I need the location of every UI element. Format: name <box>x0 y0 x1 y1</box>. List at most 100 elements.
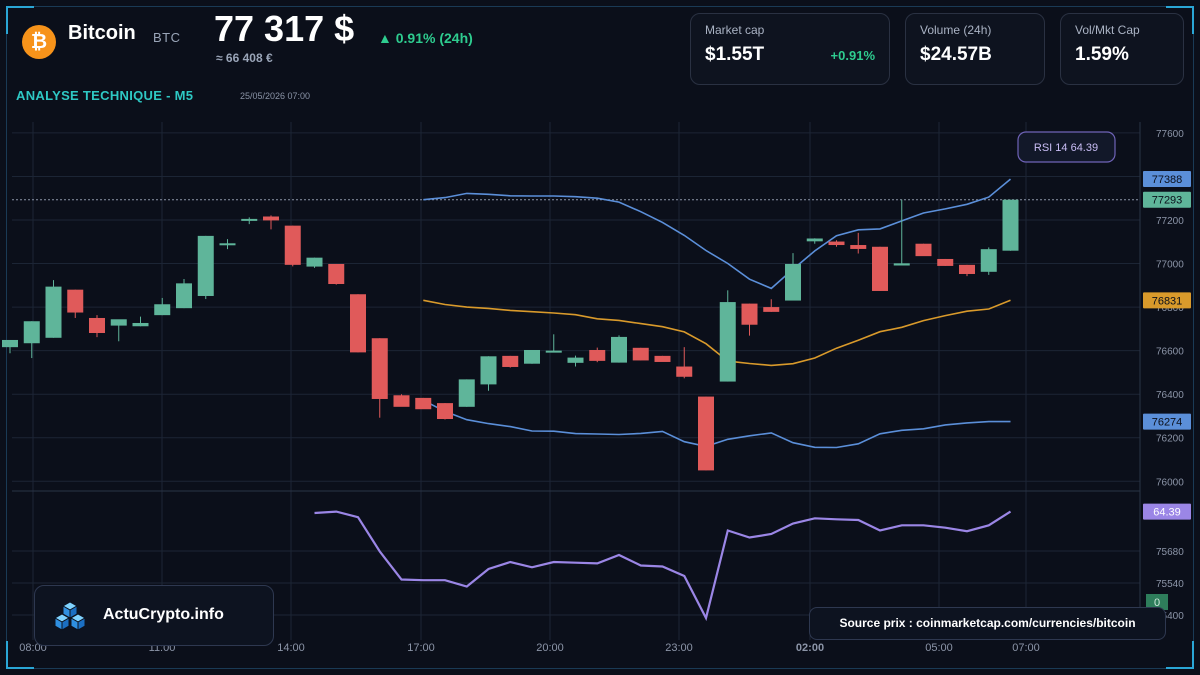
candle-up <box>306 257 323 267</box>
candle-down <box>263 216 279 221</box>
current-price-badge: 77293 <box>1152 195 1183 207</box>
rsi-pill-bg <box>1017 131 1116 163</box>
candle-up <box>197 235 214 296</box>
current-price: 77 317 $ <box>214 8 355 49</box>
frame-corner-bottom-left <box>6 641 34 669</box>
price-eur: ≈ 66 408 € <box>216 51 273 65</box>
x-tick-label: 20:00 <box>536 642 564 654</box>
candle-down <box>959 264 975 274</box>
bollinger-middle-badge-bg <box>1143 292 1191 309</box>
market-cap-card: Market cap $1.55T +0.91% <box>690 13 890 85</box>
y-tick-label: 77600 <box>1156 129 1184 140</box>
vol-mkt-cap-card: Vol/Mkt Cap 1.59% <box>1060 13 1184 85</box>
candle-up <box>1002 199 1019 251</box>
candle-down <box>89 317 105 334</box>
candle-up <box>458 379 475 407</box>
y-tick-label: 76200 <box>1156 434 1184 445</box>
candle-up <box>110 319 127 326</box>
frame-corner-top-right <box>1166 6 1194 34</box>
rsi-tick-label: 75540 <box>1156 579 1184 590</box>
rsi-tick-label: 75680 <box>1156 547 1184 558</box>
candle-down <box>676 366 693 377</box>
rsi-zero-badge: 0 <box>1154 597 1160 609</box>
rsi-zero-badge-bg <box>1146 594 1168 610</box>
x-tick-label: 14:00 <box>277 642 305 654</box>
candle-down <box>763 307 780 312</box>
candle-down <box>654 355 671 362</box>
coin-name: Bitcoin <box>68 22 136 44</box>
current-price-badge-bg <box>1143 191 1191 208</box>
candle-down <box>741 303 758 325</box>
y-tick-label: 77200 <box>1156 216 1184 227</box>
candle-up <box>785 263 801 301</box>
bollinger-middle-badge: 76831 <box>1152 295 1183 307</box>
stat-label: Vol/Mkt Cap <box>1075 23 1140 37</box>
x-tick-label: 07:00 <box>1012 642 1040 654</box>
candle-up <box>219 243 236 246</box>
candle-down <box>284 225 301 265</box>
y-tick-label: 76600 <box>1156 347 1184 358</box>
candle-up <box>480 356 497 385</box>
y-tick-label: 76400 <box>1156 390 1184 401</box>
candle-up <box>611 336 627 363</box>
price-change-24h: ▲ 0.91% (24h) <box>378 30 473 46</box>
coin-ticker: BTC <box>153 30 181 45</box>
stat-label: Market cap <box>705 23 765 37</box>
bollinger-middle-line <box>423 299 1011 367</box>
candle-down <box>502 355 519 367</box>
frame-corner-bottom-right <box>1166 641 1194 669</box>
candle-up <box>893 263 910 266</box>
rsi-line <box>314 510 1012 622</box>
candle-up <box>980 249 997 272</box>
candle-down <box>589 349 606 361</box>
y-tick-label: 76000 <box>1156 477 1184 488</box>
bollinger-upper-badge-bg <box>1143 171 1191 188</box>
candle-up <box>241 218 258 221</box>
price-source[interactable]: Source prix : coinmarketcap.com/currenci… <box>809 607 1166 640</box>
candle-down <box>937 258 954 266</box>
cubes-logo-icon <box>53 601 87 631</box>
rsi-pill-label: RSI 14 64.39 <box>1034 142 1098 154</box>
x-tick-label: 05:00 <box>925 642 953 654</box>
candle-up <box>132 322 149 327</box>
x-tick-label: 17:00 <box>407 642 435 654</box>
candle-up <box>719 302 736 382</box>
stat-value: $1.55T <box>705 44 765 65</box>
stat-value: 1.59% <box>1075 44 1129 65</box>
candle-down <box>828 241 845 246</box>
candle-down <box>393 395 410 407</box>
candle-down <box>850 245 867 249</box>
candle-down <box>67 289 84 313</box>
rsi-tick-label: 75400 <box>1156 611 1184 622</box>
x-tick-label: 23:00 <box>665 642 693 654</box>
stat-label: Volume (24h) <box>920 23 992 37</box>
bollinger-lower-badge: 76274 <box>1152 417 1183 429</box>
candle-down <box>915 243 932 257</box>
candle-up <box>176 283 192 309</box>
candle-down <box>350 294 366 353</box>
bollinger-lower-line <box>422 399 1011 449</box>
candle-down <box>415 397 432 410</box>
brand-badge[interactable]: ActuCrypto.info <box>34 585 274 646</box>
rsi-value-badge: 64.39 <box>1153 507 1181 519</box>
volume-card: Volume (24h) $24.57B <box>905 13 1045 85</box>
bollinger-upper-line <box>423 178 1012 290</box>
stat-value: $24.57B <box>920 44 992 65</box>
candle-up <box>23 321 40 344</box>
bitcoin-icon: ₿ <box>22 25 56 59</box>
candle-up <box>154 304 171 316</box>
y-tick-label: 77000 <box>1156 260 1184 271</box>
candle-up <box>45 286 62 338</box>
candle-down <box>437 403 453 420</box>
analysis-datetime: 25/05/2026 07:00 <box>240 91 311 101</box>
candle-up <box>524 349 540 364</box>
frame-corner-top-left <box>6 6 34 34</box>
y-tick-label: 76800 <box>1156 303 1184 314</box>
candle-down <box>371 338 388 399</box>
bollinger-upper-badge: 77388 <box>1152 174 1183 186</box>
analysis-title: ANALYSE TECHNIQUE - M5 <box>16 88 194 103</box>
candle-up <box>806 238 823 242</box>
stat-change: +0.91% <box>830 48 875 63</box>
candle-down <box>328 263 345 285</box>
